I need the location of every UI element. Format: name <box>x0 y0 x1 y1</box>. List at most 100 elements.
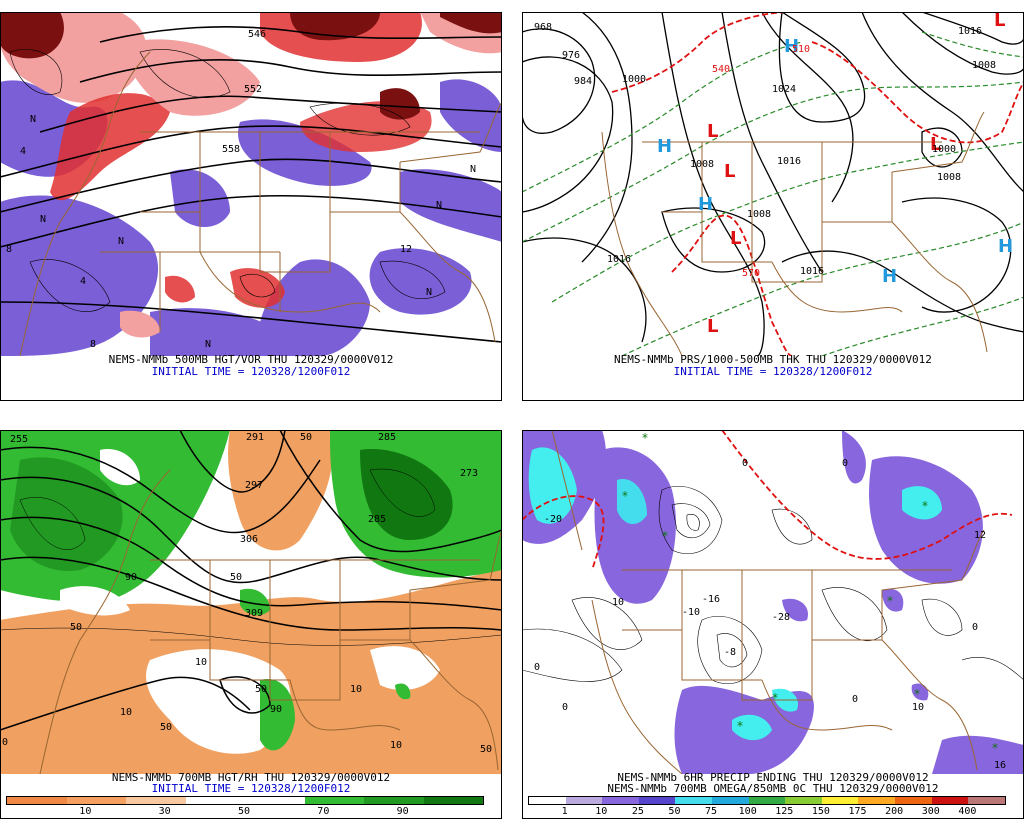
contour-label: 90 <box>125 572 137 583</box>
colorbar-swatch <box>675 797 713 804</box>
vor-label: N <box>470 164 476 175</box>
colorbar-tick-label: 75 <box>705 806 718 817</box>
colorbar-swatch <box>931 797 969 804</box>
snow-symbol: * <box>922 499 928 513</box>
contour-label: 90 <box>270 704 282 715</box>
contour-label: 0 <box>2 737 8 748</box>
thickness-label: 510 <box>792 44 810 55</box>
panel-title: NEMS-NMMb PRS/1000-500MB THK THU 120329/… <box>614 353 932 366</box>
low-pressure-symbol: L <box>930 134 941 155</box>
colorbar-swatch <box>565 797 603 804</box>
isobar-label: 984 <box>574 76 592 87</box>
contour-label: 10 <box>120 707 132 718</box>
colorbar-swatch <box>748 797 786 804</box>
contour-label: 285 <box>368 514 386 525</box>
omega-label: 0 <box>742 458 748 469</box>
isobar-label: 1008 <box>690 159 714 170</box>
colorbar-tick-label: 400 <box>958 806 977 817</box>
isobar-label: 1016 <box>800 266 824 277</box>
colorbar-tick-label: 50 <box>237 806 251 817</box>
colorbar-swatch <box>66 797 126 804</box>
vor-label: N <box>118 236 124 247</box>
high-pressure-symbol: H <box>784 36 799 57</box>
isobar-label: 1000 <box>622 74 646 85</box>
contour-label: 297 <box>245 480 263 491</box>
panel-title: NEMS-NMMb 700MB HGT/RH THU 120329/0000V0… <box>111 771 391 784</box>
hgt-label: 8 <box>6 244 12 255</box>
colorbar-swatch <box>895 797 932 804</box>
isobar-label: 968 <box>534 22 552 33</box>
isobar-label: 1024 <box>772 84 796 95</box>
low-pressure-symbol: L <box>724 161 735 182</box>
hgt-label: 546 <box>248 29 266 40</box>
omega-label: 10 <box>612 597 624 608</box>
hgt-label: 8 <box>90 339 96 350</box>
snow-symbol: * <box>662 529 668 543</box>
contour-label: 50 <box>255 684 267 695</box>
contour-label: 50 <box>70 622 82 633</box>
vor-label: N <box>426 287 432 298</box>
contour-label: 255 <box>10 434 28 445</box>
colorbar-swatch <box>968 797 1005 804</box>
snow-symbol: * <box>737 719 743 733</box>
omega-label: -16 <box>702 594 720 605</box>
map-precip-omega: * * * * * * * * * 0 0 0 0 0 0 -20 -16 -2… <box>522 430 1024 774</box>
colorbar-tick-label: 90 <box>396 806 409 817</box>
contour-label: 285 <box>378 432 396 443</box>
snow-symbol: * <box>772 691 778 705</box>
rh-colorbar <box>6 796 484 805</box>
colorbar-swatch <box>638 797 676 804</box>
colorbar-swatch <box>423 797 483 804</box>
high-pressure-symbol: H <box>698 194 713 215</box>
colorbar-tick-label: 150 <box>811 806 830 817</box>
low-pressure-symbol: L <box>707 121 718 142</box>
contour-label: 50 <box>300 432 312 443</box>
low-pressure-symbol: L <box>994 12 1005 31</box>
colorbar-tick-label: 175 <box>848 806 867 817</box>
low-pressure-symbol: L <box>707 316 718 337</box>
colorbar-tick-label: 30 <box>158 806 171 817</box>
isobar-label: 1016 <box>777 156 801 167</box>
isobar-label: 1008 <box>972 60 996 71</box>
colorbar-tick-label: 200 <box>885 806 904 817</box>
colorbar-swatch <box>7 797 67 804</box>
panel-subtitle: NEMS-NMMb 700MB OMEGA/850MB 0C THU 12032… <box>607 782 939 795</box>
omega-label: 12 <box>974 530 986 541</box>
colorbar-tick-label: 1 <box>561 806 568 817</box>
colorbar-tick-label: 100 <box>738 806 757 817</box>
isobar-label: 1016 <box>607 254 631 265</box>
colorbar-swatch <box>602 797 639 804</box>
omega-label: 0 <box>852 694 858 705</box>
colorbar-swatch <box>821 797 859 804</box>
map-pressure-thickness: H H H H H L L L L L L 968 976 984 1000 1… <box>522 12 1024 356</box>
panel-init-time: INITIAL TIME = 120328/1200F012 <box>673 365 873 378</box>
panel-500mb-hgt-vor: N N N N N N N 546 552 558 12 8 8 4 4 NEM… <box>0 12 502 401</box>
map-700mb-rh: 255 291 285 273 297 306 285 309 90 50 50… <box>0 430 502 774</box>
snow-symbol: * <box>887 594 893 608</box>
colorbar-swatch <box>364 797 424 804</box>
low-pressure-symbol: L <box>730 228 741 249</box>
contour-label: 10 <box>195 657 207 668</box>
hgt-label: 552 <box>244 84 262 95</box>
omega-label: 16 <box>994 760 1006 771</box>
colorbar-swatch <box>858 797 896 804</box>
omega-label: -10 <box>682 607 700 618</box>
isobar-label: 1016 <box>958 26 982 37</box>
high-pressure-symbol: H <box>657 136 672 157</box>
contour-label: 10 <box>350 684 362 695</box>
panel-title: NEMS-NMMb 500MB HGT/VOR THU 120329/0000V… <box>108 353 394 366</box>
isobar-label: 976 <box>562 50 580 61</box>
panel-init-time: INITIAL TIME = 120328/1200F012 <box>151 365 351 378</box>
panel-title: NEMS-NMMb 6HR PRECIP ENDING THU 120329/0… <box>617 771 929 784</box>
precip-colorbar <box>528 796 1006 805</box>
thickness-label: 570 <box>742 268 760 279</box>
omega-label: 0 <box>562 702 568 713</box>
high-pressure-symbol: H <box>882 266 897 287</box>
rh-colorbar-ticks: 10 30 50 70 90 <box>6 806 482 818</box>
colorbar-swatch <box>245 797 305 804</box>
isobar-label: 1008 <box>747 209 771 220</box>
colorbar-swatch <box>185 797 245 804</box>
contour-label: 291 <box>246 432 264 443</box>
isobar-label: 1000 <box>932 144 956 155</box>
